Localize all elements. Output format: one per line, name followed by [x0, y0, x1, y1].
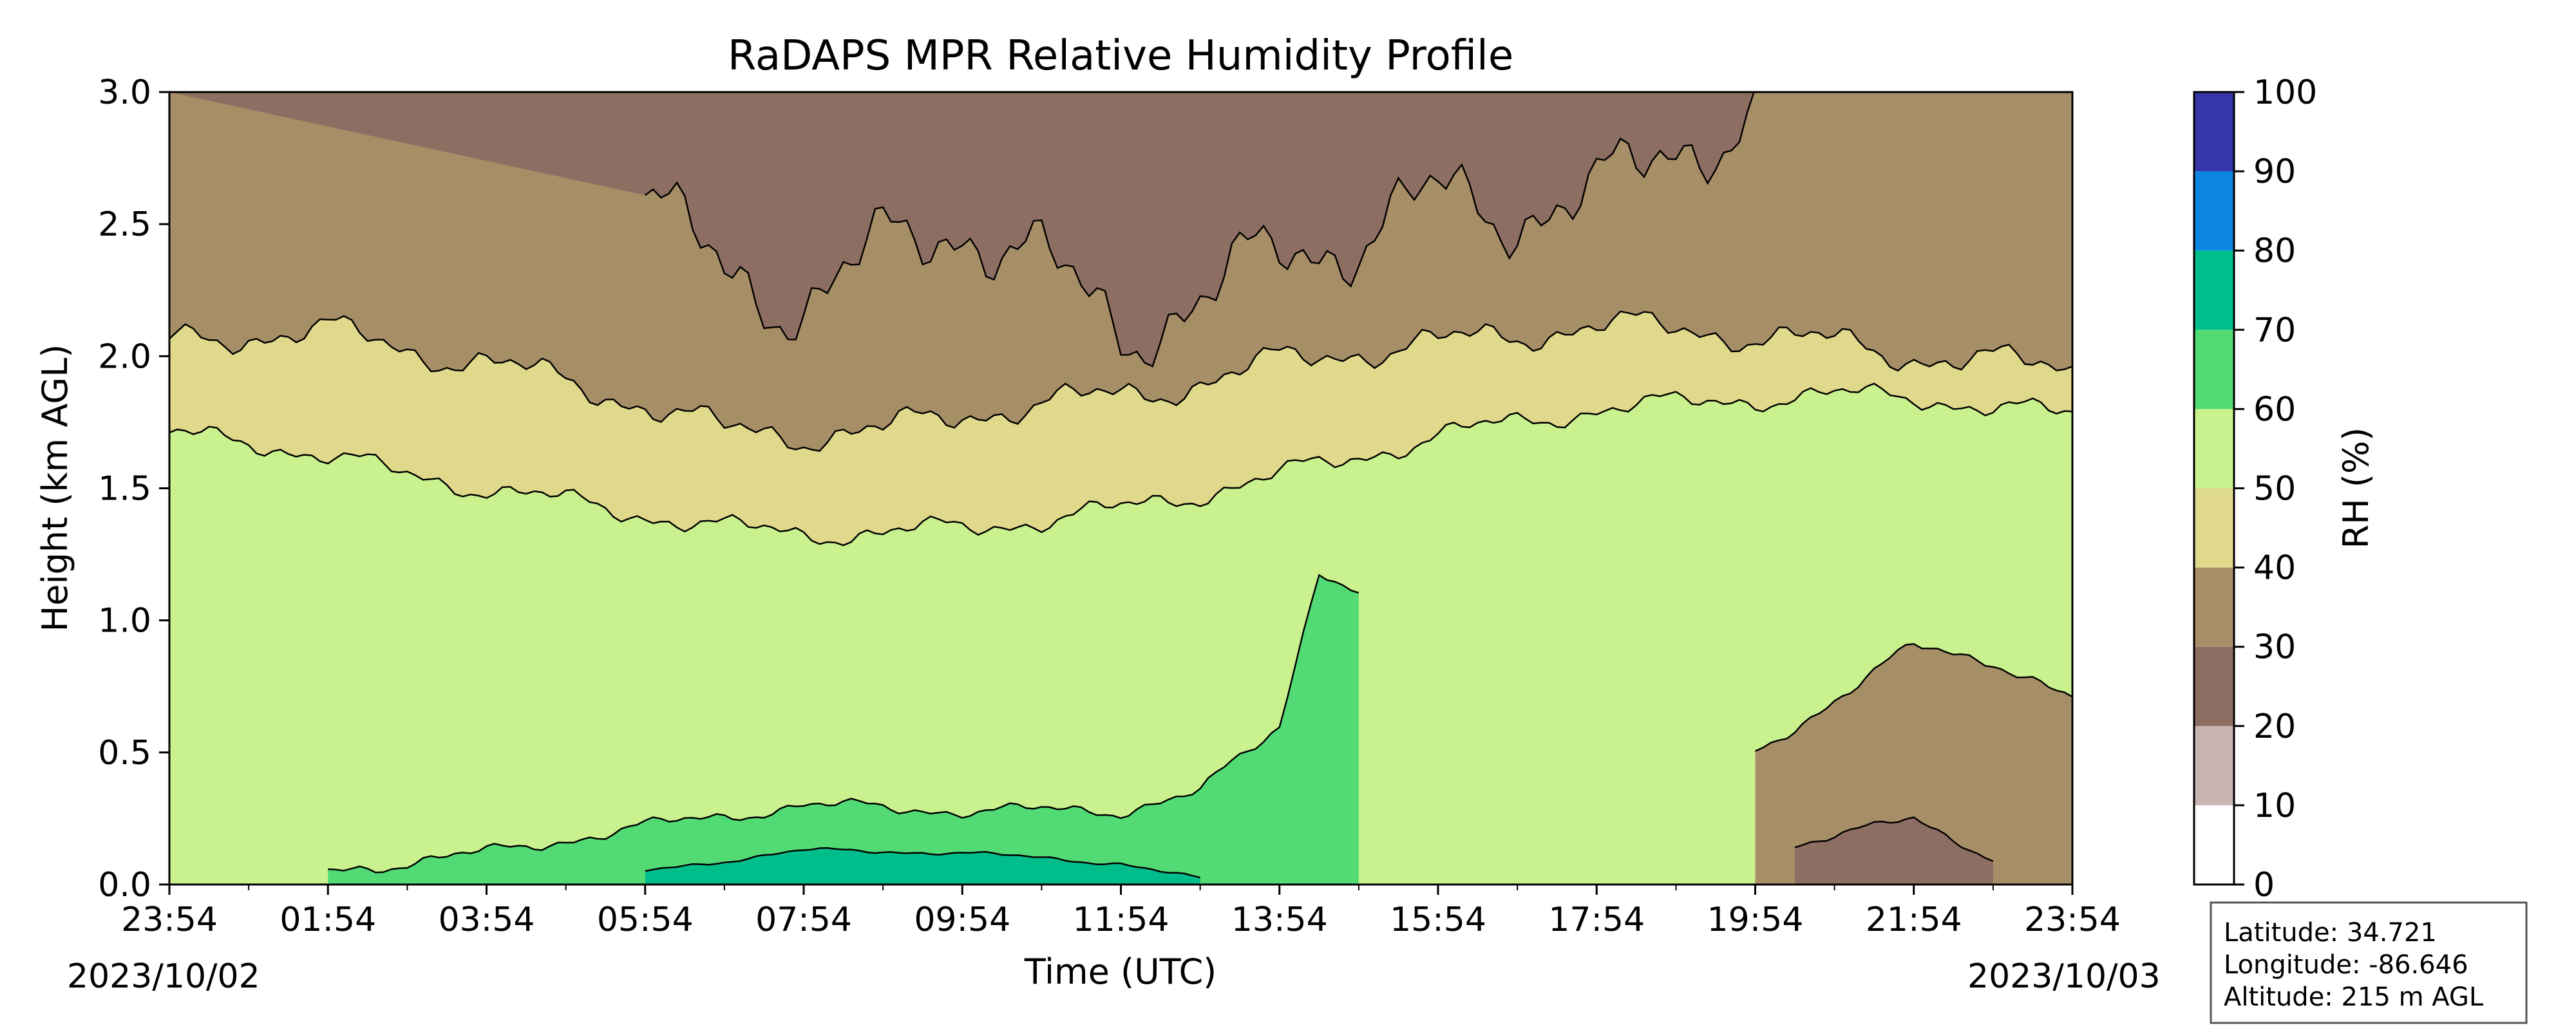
colorbar-tick-label: 30	[2253, 628, 2296, 667]
x-tick-label: 23:54	[121, 901, 218, 939]
colorbar-tick-label: 80	[2253, 232, 2296, 270]
y-axis: 0.0 0.5 1.0 1.5 2.0 2.5 3.0	[98, 73, 169, 904]
x-end-date: 2023/10/03	[1967, 957, 2161, 996]
y-tick-label: 1.0	[98, 602, 151, 641]
rh-band-20-30-lower	[1795, 817, 1993, 885]
colorbar-tick-label: 50	[2253, 470, 2296, 509]
x-tick-label: 15:54	[1390, 901, 1486, 939]
y-tick-label: 2.5	[98, 205, 151, 244]
colorbar-segment	[2194, 726, 2234, 805]
rh-band-20-30-upper	[169, 92, 2072, 366]
x-tick-label: 11:54	[1073, 901, 1170, 939]
contour-50	[169, 382, 2072, 547]
rh-band-70-80-lower	[645, 848, 1200, 885]
colorbar-segment	[2194, 488, 2234, 568]
x-tick-label: 21:54	[1866, 901, 1962, 939]
y-tick-label: 2.0	[98, 337, 151, 376]
info-box-frame	[2210, 901, 2528, 1024]
rh-band-60-70-lower-contour	[328, 574, 1359, 874]
colorbar-segment	[2194, 92, 2234, 172]
colorbar-segment	[2194, 567, 2234, 647]
colorbar-tick-label: 10	[2253, 787, 2296, 825]
x-axis: 23:54 01:54 03:54 05:54 07:54 09:54 11:54 13:54…	[121, 885, 2121, 939]
contour-40	[169, 310, 2072, 452]
colorbar-tick-label: 90	[2253, 153, 2296, 191]
colorbar-tick-label: 0	[2253, 866, 2275, 904]
y-axis-label: Height (km AGL)	[35, 344, 75, 632]
latitude-label: Latitude: 34.721	[2224, 918, 2437, 948]
colorbar-segment	[2194, 171, 2234, 251]
rh-band-30-40-lower	[1755, 644, 2072, 885]
x-start-date: 2023/10/02	[67, 957, 260, 996]
rh-band-70-80-lower-contour	[645, 847, 1200, 879]
longitude-label: Longitude: -86.646	[2224, 950, 2468, 980]
colorbar-segment	[2194, 250, 2234, 330]
y-tick-label: 3.0	[98, 73, 151, 112]
x-tick-label: 23:54	[2024, 901, 2121, 939]
x-tick-label: 09:54	[914, 901, 1010, 939]
x-axis-label: Time (UTC)	[1024, 951, 1217, 992]
x-tick-label: 19:54	[1707, 901, 1804, 939]
y-tick-label: 0.5	[98, 734, 151, 772]
chart-title: RaDAPS MPR Relative Humidity Profile	[728, 32, 1513, 80]
info-box: Latitude: 34.721 Longitude: -86.646 Alti…	[2210, 901, 2528, 1024]
x-tick-label: 07:54	[755, 901, 852, 939]
colorbar-tick-label: 100	[2253, 73, 2317, 112]
colorbar-tick-label: 40	[2253, 549, 2296, 588]
x-tick-label: 01:54	[279, 901, 376, 939]
x-tick-label: 17:54	[1548, 901, 1645, 939]
rh-band-60-70-lower	[328, 575, 1359, 885]
x-tick-label: 05:54	[597, 901, 694, 939]
colorbar-segment	[2194, 330, 2234, 409]
y-tick-label: 0.0	[98, 866, 151, 904]
x-tick-label: 03:54	[439, 901, 535, 939]
colorbar-tick-label: 70	[2253, 311, 2296, 350]
rh-band-30-40-lower-contour	[1754, 643, 2072, 752]
contour-30	[645, 92, 1755, 368]
colorbar-tick-label: 60	[2253, 390, 2296, 429]
colorbar-segment	[2194, 646, 2234, 726]
colorbar-segment	[2194, 805, 2234, 885]
y-tick-label: 1.5	[98, 470, 151, 509]
colorbar-tick-label: 20	[2253, 707, 2296, 746]
colorbar-label: RH (%)	[2336, 427, 2376, 549]
colorbar: 0 10 20 30 40 50 60 70 80 90 100	[2193, 73, 2317, 904]
colorbar-segment	[2194, 409, 2234, 489]
plot-area	[169, 92, 2072, 885]
altitude-label: Altitude: 215 m AGL	[2224, 982, 2484, 1012]
rh-band-20-30-lower-contour	[1794, 816, 1994, 862]
x-tick-label: 13:54	[1231, 901, 1328, 939]
